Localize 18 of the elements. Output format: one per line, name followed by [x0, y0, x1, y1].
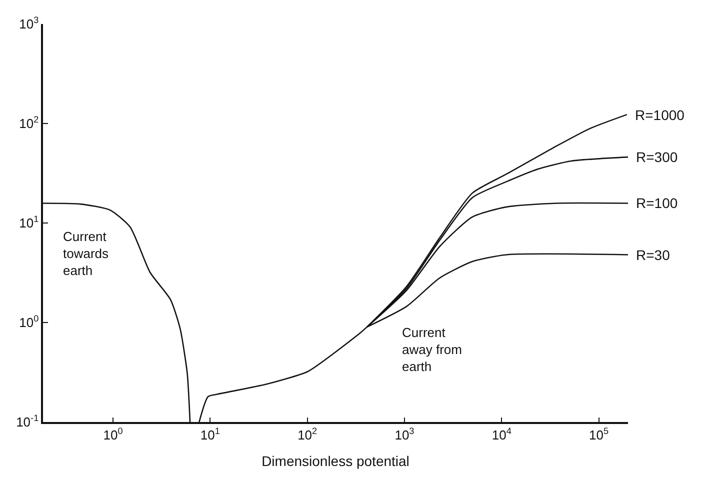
y-tick-label: 10$^{2}$: [19, 114, 39, 132]
x-tick-label: 10$^{4}$: [492, 426, 512, 442]
x-axis-title: Dimensionless potential: [262, 453, 410, 470]
annotation: Current towards earth: [63, 229, 110, 278]
x-tick-label: 10$^{5}$: [588, 426, 609, 442]
x-tick-label: 10$^{3}$: [394, 426, 414, 442]
series-label: R=1000: [635, 107, 685, 123]
series-label: R=30: [636, 247, 670, 263]
series-label: R=100: [636, 195, 678, 211]
x-tick-label: 10$^{2}$: [298, 426, 318, 442]
series-label: R=300: [636, 149, 678, 165]
y-tick-label: 10$^{0}$: [19, 314, 39, 330]
y-tick-label: 10$^{-1}$: [16, 413, 39, 430]
x-tick-label: 10$^{1}$: [200, 426, 220, 442]
x-tick-label: 10$^{0}$: [103, 426, 123, 442]
y-tick-label: 10$^{3}$: [19, 15, 39, 32]
annotation: Current away from earth: [402, 325, 462, 374]
y-tick-label: 10$^{1}$: [19, 214, 39, 231]
